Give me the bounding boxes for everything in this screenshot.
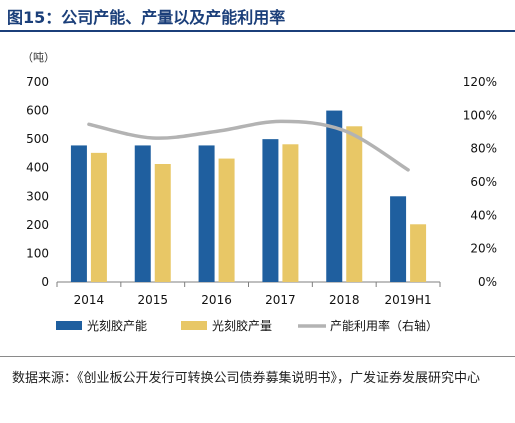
chart-title: 图15：公司产能、产量以及产能利用率 — [7, 8, 286, 27]
bar-output — [346, 126, 363, 283]
title-underline — [0, 30, 515, 32]
bar-capacity — [198, 145, 215, 282]
y2-tick-label: 60% — [470, 175, 497, 189]
bar-output — [218, 158, 235, 282]
bar-capacity — [262, 139, 279, 282]
bar-capacity — [70, 145, 87, 282]
bar-capacity — [326, 110, 343, 282]
x-tick-label: 2014 — [74, 293, 105, 307]
x-tick-label: 2015 — [137, 293, 168, 307]
bar-capacity — [134, 145, 151, 282]
x-tick-label: 2017 — [265, 293, 296, 307]
y-tick-label: 600 — [26, 104, 49, 118]
chart-axes: （吨） 0 100 200 300 400 500 600 700 0% 20% 40% 60% 80% 1… — [22, 51, 497, 307]
legend-label: 光刻胶产能 — [87, 318, 147, 333]
y-tick-label: 500 — [26, 132, 49, 146]
y-tick-label: 700 — [26, 75, 49, 89]
x-tick-label: 2019H1 — [384, 293, 431, 307]
bar-output — [90, 152, 107, 282]
x-tick-label: 2018 — [329, 293, 360, 307]
legend-label: 光刻胶产量 — [212, 318, 272, 333]
chart-bars — [70, 110, 427, 283]
utilization-line — [87, 119, 410, 172]
bar-output — [410, 224, 427, 282]
bar-capacity — [390, 196, 407, 282]
y2-tick-label: 40% — [470, 208, 497, 222]
source-note: 数据来源：《创业板公开发行可转换公司债券募集说明书》，广发证券发展研究中心 — [12, 371, 481, 386]
bar-output — [154, 164, 171, 282]
chart-legend: 光刻胶产能 光刻胶产量 产能利用率（右轴） — [56, 318, 438, 333]
y2-tick-label: 120% — [463, 75, 497, 89]
y2-tick-label: 100% — [463, 108, 497, 122]
legend-label: 产能利用率（右轴） — [330, 318, 438, 333]
y-axis-unit-label: （吨） — [22, 51, 55, 64]
y-tick-label: 100 — [26, 246, 49, 260]
y2-tick-label: 20% — [470, 242, 497, 256]
bar-output — [282, 144, 299, 282]
y-tick-label: 200 — [26, 218, 49, 232]
y2-tick-label: 0% — [478, 275, 497, 289]
legend-swatch — [56, 321, 82, 330]
y-tick-label: 400 — [26, 161, 49, 175]
y-tick-label: 0 — [41, 275, 49, 289]
chart-line — [87, 119, 410, 172]
combo-chart: （吨） 0 100 200 300 400 500 600 700 0% 20% 40% 60% 80% 1… — [22, 51, 497, 333]
source-divider — [0, 356, 515, 357]
y-tick-label: 300 — [26, 189, 49, 203]
x-tick-label: 2016 — [201, 293, 232, 307]
y2-tick-label: 80% — [470, 142, 497, 156]
legend-swatch — [181, 321, 207, 330]
